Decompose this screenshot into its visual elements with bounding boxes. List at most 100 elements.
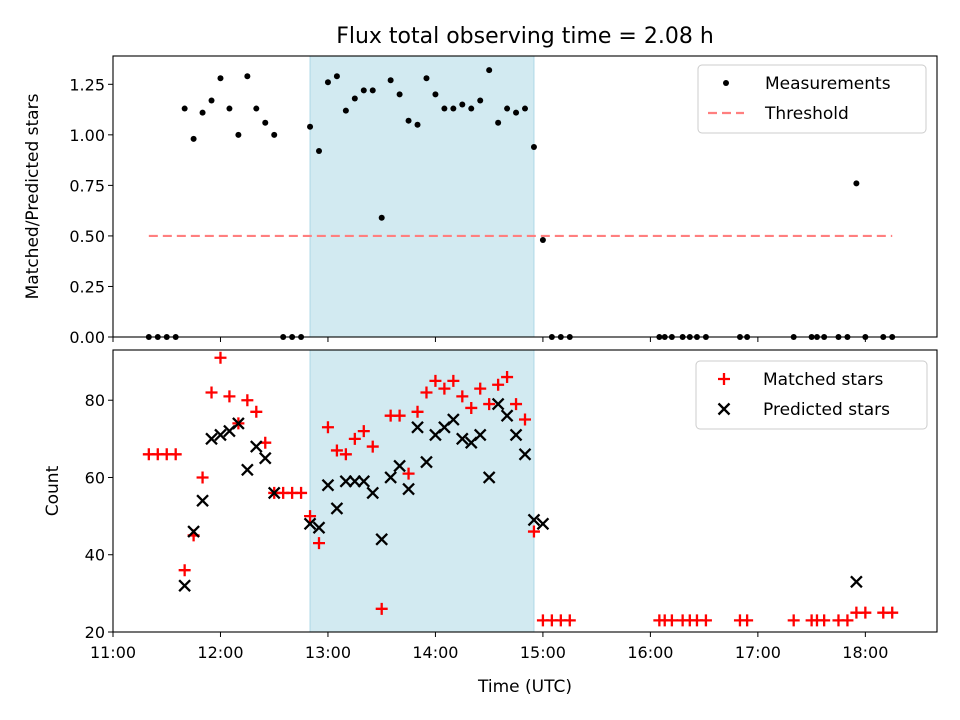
data-point	[510, 398, 523, 411]
data-point	[295, 486, 308, 499]
data-point	[196, 471, 209, 484]
x-tick-label: 15:00	[520, 643, 566, 662]
legend-label: Predicted stars	[763, 400, 890, 420]
x-tick-label: 18:00	[842, 643, 888, 662]
data-point	[313, 537, 325, 550]
data-point	[491, 397, 505, 411]
data-point	[357, 475, 371, 488]
data-point	[841, 614, 854, 627]
data-point	[169, 448, 182, 461]
data-point	[438, 382, 451, 395]
x-tick-label: 11:00	[90, 643, 136, 662]
y-tick-label: 1.00	[69, 126, 105, 145]
data-point	[402, 467, 415, 480]
data-point	[500, 409, 514, 422]
data-point	[217, 75, 224, 82]
data-point	[699, 614, 712, 627]
data-point	[178, 579, 191, 592]
shaded-observing-interval	[309, 55, 535, 338]
data-point	[387, 77, 394, 84]
data-point	[316, 148, 322, 155]
data-point	[244, 73, 251, 80]
y-tick-label: 0.25	[69, 277, 105, 296]
data-point	[853, 180, 860, 187]
series-matched-stars	[142, 351, 899, 627]
data-point	[411, 420, 424, 434]
axes-frame	[112, 55, 938, 338]
y-tick-label: 20	[85, 623, 105, 642]
shaded-observing-interval	[309, 349, 535, 633]
data-point	[530, 143, 537, 150]
data-point	[249, 440, 263, 453]
data-point	[378, 214, 385, 221]
data-point	[477, 97, 484, 104]
data-point	[495, 119, 502, 126]
data-point	[208, 97, 215, 104]
data-point	[420, 386, 433, 399]
x-tick-label: 13:00	[305, 643, 351, 662]
legend-label: Measurements	[765, 74, 891, 94]
data-point	[527, 513, 541, 527]
data-point	[393, 409, 406, 422]
legend-marker	[723, 80, 729, 86]
data-point	[366, 486, 380, 500]
data-point	[886, 606, 899, 619]
x-tick-label: 17:00	[735, 643, 781, 662]
y-axis-label: Matched/Predicted stars	[23, 93, 43, 299]
y-axis-label: Count	[43, 465, 63, 516]
y-tick-label: 40	[85, 546, 105, 565]
data-point	[522, 105, 528, 112]
data-point	[402, 482, 415, 496]
data-point	[205, 386, 218, 399]
data-point	[253, 105, 260, 112]
data-point	[321, 478, 335, 492]
legend-marker	[717, 402, 731, 416]
legend-marker	[718, 373, 730, 385]
data-point	[366, 440, 379, 453]
data-point	[455, 432, 469, 446]
data-point	[205, 432, 218, 446]
axes-frame	[112, 349, 938, 633]
data-point	[271, 131, 278, 138]
data-point	[196, 494, 209, 507]
data-point	[199, 109, 206, 116]
data-point	[405, 117, 412, 124]
y-tick-label: 80	[85, 391, 105, 410]
legend-box	[697, 64, 927, 134]
data-point	[527, 525, 540, 538]
data-point	[518, 447, 532, 461]
data-point	[235, 131, 242, 138]
data-point	[483, 398, 496, 411]
data-point	[232, 417, 245, 430]
data-point	[432, 91, 439, 98]
data-point	[241, 463, 254, 477]
x-tick-label: 16:00	[627, 643, 673, 662]
data-point	[787, 614, 800, 627]
data-point	[330, 444, 343, 457]
y-tick-label: 60	[85, 468, 105, 487]
data-point	[330, 502, 344, 515]
data-point	[519, 413, 531, 426]
data-point	[818, 614, 831, 627]
data-point	[420, 455, 433, 469]
data-point	[423, 75, 430, 82]
data-point	[190, 135, 197, 142]
data-point	[339, 448, 352, 461]
y-tick-label: 0.75	[69, 176, 105, 195]
data-point	[504, 105, 511, 112]
x-tick-label: 12:00	[197, 643, 243, 662]
data-point	[536, 517, 550, 531]
y-tick-label: 1.25	[69, 75, 105, 94]
data-point	[429, 374, 442, 387]
data-point	[539, 236, 546, 243]
data-point	[396, 91, 403, 98]
data-point	[267, 486, 281, 500]
data-point	[473, 428, 487, 442]
data-point	[348, 432, 361, 445]
data-point	[214, 428, 227, 442]
data-point	[321, 421, 334, 434]
data-point	[250, 405, 263, 418]
data-point	[307, 123, 314, 130]
data-point	[375, 532, 389, 546]
data-point	[393, 459, 406, 473]
